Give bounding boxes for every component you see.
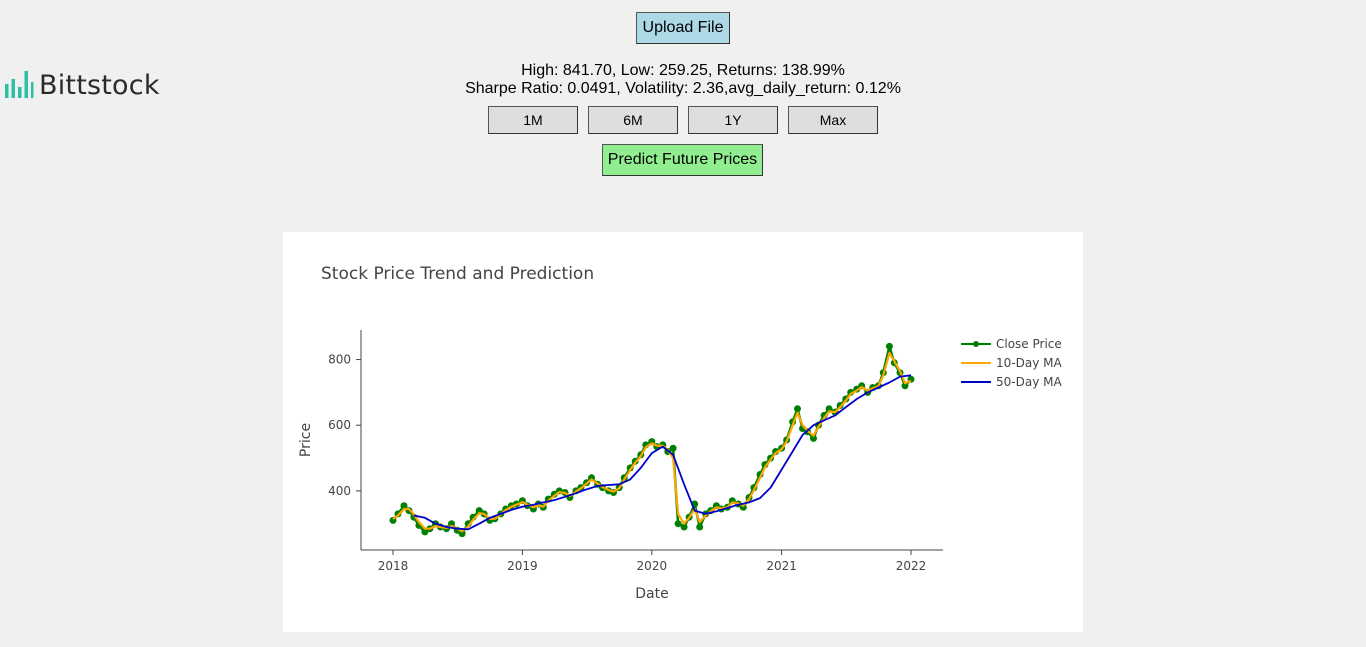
x-axis-label: Date xyxy=(635,586,668,602)
legend-marker xyxy=(973,341,979,347)
data-point xyxy=(674,520,682,528)
chart-panel: Stock Price Trend and Prediction 2018 201… xyxy=(283,232,1083,632)
data-point xyxy=(696,523,704,531)
x-tick-label: 2019 xyxy=(507,559,538,573)
legend-label: 10-Day MA xyxy=(996,356,1062,370)
data-point xyxy=(448,520,455,528)
data-point xyxy=(810,434,817,442)
brand-logo: Bittstock xyxy=(4,68,160,102)
chart-legend: Close Price 10-Day MA 50-Day MA xyxy=(961,337,1062,389)
range-1m-button[interactable]: 1M xyxy=(488,106,578,134)
data-point xyxy=(669,444,677,452)
price-chart: Stock Price Trend and Prediction 2018 201… xyxy=(298,264,1062,602)
data-point xyxy=(400,502,408,510)
y-tick-label: 400 xyxy=(328,484,351,498)
y-tick-label: 800 xyxy=(328,353,351,367)
upload-file-button[interactable]: Upload File xyxy=(636,12,730,44)
data-point xyxy=(458,530,466,538)
data-point xyxy=(885,342,893,350)
y-tick-label: 600 xyxy=(328,418,351,432)
stats-line-risk: Sharpe Ratio: 0.0491, Volatility: 2.36,a… xyxy=(465,80,901,97)
predict-future-prices-button[interactable]: Predict Future Prices xyxy=(602,144,763,176)
data-point xyxy=(901,382,909,390)
y-axis-ticks: 400 600 800 xyxy=(328,353,361,498)
data-point xyxy=(421,528,429,536)
range-max-button[interactable]: Max xyxy=(788,106,878,134)
x-tick-label: 2020 xyxy=(637,559,668,573)
series-line-10-day-ma xyxy=(392,351,912,533)
plot-area xyxy=(389,342,915,538)
x-axis-ticks: 2018 2019 2020 2021 2022 xyxy=(378,550,927,573)
series-line-50-day-ma xyxy=(413,374,912,531)
data-point xyxy=(680,523,688,531)
stats-line-price: High: 841.70, Low: 259.25, Returns: 138.… xyxy=(521,62,845,79)
range-1y-button[interactable]: 1Y xyxy=(688,106,778,134)
x-tick-label: 2022 xyxy=(896,559,927,573)
bar-chart-icon xyxy=(5,71,34,98)
y-axis-label: Price xyxy=(298,423,314,457)
brand-name: Bittstock xyxy=(39,69,160,101)
x-tick-label: 2021 xyxy=(766,559,797,573)
range-6m-button[interactable]: 6M xyxy=(588,106,678,134)
chart-title: Stock Price Trend and Prediction xyxy=(321,264,594,284)
legend-label: 50-Day MA xyxy=(996,375,1062,389)
legend-label: Close Price xyxy=(996,337,1062,351)
x-tick-label: 2018 xyxy=(378,559,409,573)
data-point xyxy=(794,405,801,413)
